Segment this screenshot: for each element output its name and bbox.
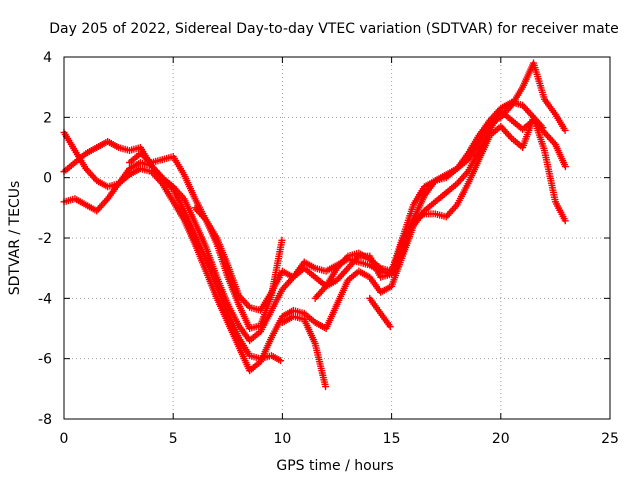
y-axis-label: SDTVAR / TECUs [7, 181, 23, 296]
series-track-5 [191, 204, 286, 332]
y-tick-label: -2 [38, 231, 52, 247]
series-track-7 [311, 113, 569, 302]
x-tick-label: 10 [273, 431, 291, 447]
x-axis-ticks: 0 5 10 15 20 25 [60, 57, 619, 447]
data-point [561, 217, 569, 225]
data-point [561, 163, 569, 171]
y-tick-label: -8 [38, 412, 52, 428]
y-tick-label: 4 [43, 50, 52, 66]
data-point [539, 124, 547, 132]
x-tick-label: 15 [383, 431, 401, 447]
y-tick-label: -4 [38, 291, 52, 307]
data-point [386, 323, 394, 331]
data-series [60, 59, 569, 391]
y-axis-ticks: -8 -6 -4 -2 0 2 4 [38, 50, 610, 428]
y-tick-label: -6 [38, 352, 52, 368]
y-tick-label: 0 [43, 171, 52, 187]
x-tick-label: 25 [601, 431, 619, 447]
chart-title: Day 205 of 2022, Sidereal Day-to-day VTE… [49, 21, 619, 37]
x-tick-label: 20 [492, 431, 510, 447]
x-tick-label: 0 [60, 431, 69, 447]
series-track-2 [60, 159, 285, 365]
series-track-4 [126, 59, 569, 314]
x-axis-label: GPS time / hours [276, 458, 393, 474]
grid [64, 57, 610, 419]
data-point [561, 126, 569, 134]
x-tick-label: 5 [169, 431, 178, 447]
series-track-6 [278, 294, 394, 391]
y-tick-label: 2 [43, 110, 52, 126]
series-track-3 [60, 98, 547, 345]
data-point [278, 236, 286, 244]
data-point [277, 357, 285, 365]
data-point [322, 383, 330, 391]
